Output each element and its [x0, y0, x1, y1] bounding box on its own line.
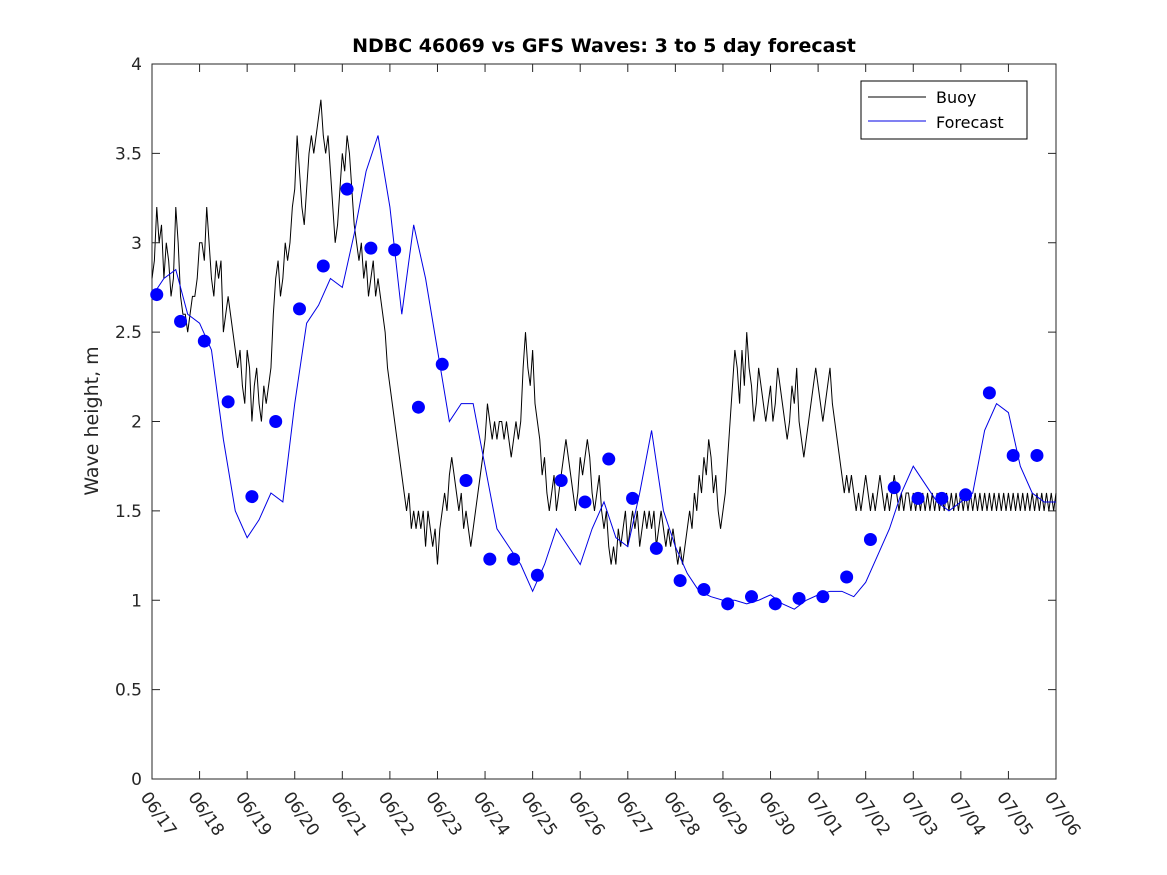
legend: Buoy Forecast [860, 80, 1028, 140]
legend-buoy-label: Buoy [936, 88, 976, 107]
forecast-marker [768, 597, 782, 611]
forecast-marker [197, 334, 211, 348]
y-tick-label: 0 [131, 770, 142, 790]
forecast-marker [887, 481, 901, 495]
legend-forecast-label: Forecast [936, 113, 1004, 132]
forecast-marker [483, 552, 497, 566]
forecast-marker [221, 395, 235, 409]
forecast-marker [554, 473, 568, 487]
y-tick-label: 2.5 [115, 323, 142, 343]
y-tick-label: 1.5 [115, 502, 142, 522]
y-tick-label: 3 [131, 234, 142, 254]
forecast-marker [1006, 448, 1020, 462]
forecast-marker [1030, 448, 1044, 462]
forecast-marker [982, 386, 996, 400]
forecast-marker [245, 490, 259, 504]
forecast-marker [388, 243, 402, 257]
forecast-marker [578, 495, 592, 509]
forecast-marker [697, 583, 711, 597]
y-tick-label: 2 [131, 413, 142, 433]
forecast-marker [364, 241, 378, 255]
forecast-marker [174, 314, 188, 328]
y-tick-label: 3.5 [115, 144, 142, 164]
forecast-marker [340, 182, 354, 196]
y-tick-label: 1 [131, 591, 142, 611]
forecast-marker [649, 541, 663, 555]
series-forecast-line [151, 135, 1056, 610]
forecast-marker [863, 532, 877, 546]
plot-area [150, 63, 1057, 780]
forecast-marker [673, 574, 687, 588]
forecast-marker [435, 357, 449, 371]
legend-box [860, 80, 1028, 140]
forecast-marker [292, 302, 306, 316]
forecast-marker [959, 488, 973, 502]
forecast-marker [316, 259, 330, 273]
forecast-marker [530, 568, 544, 582]
forecast-marker [269, 415, 283, 428]
forecast-marker [911, 491, 925, 505]
chart-title: NDBC 46069 vs GFS Waves: 3 to 5 day fore… [352, 35, 856, 57]
forecast-marker [626, 491, 640, 505]
forecast-marker [816, 590, 830, 604]
forecast-marker [459, 473, 473, 487]
forecast-marker [792, 591, 806, 605]
y-tick-label: 4 [131, 55, 142, 75]
forecast-marker [507, 552, 521, 566]
forecast-marker [602, 452, 616, 466]
series-buoy-line [151, 99, 1057, 565]
forecast-marker [150, 288, 164, 302]
forecast-marker [744, 590, 758, 604]
forecast-marker [935, 491, 949, 505]
forecast-marker [840, 570, 854, 584]
forecast-marker [721, 597, 735, 611]
forecast-marker [411, 400, 425, 414]
y-tick-label: 0.5 [115, 681, 142, 701]
y-axis-label: Wave height, m [81, 346, 103, 495]
